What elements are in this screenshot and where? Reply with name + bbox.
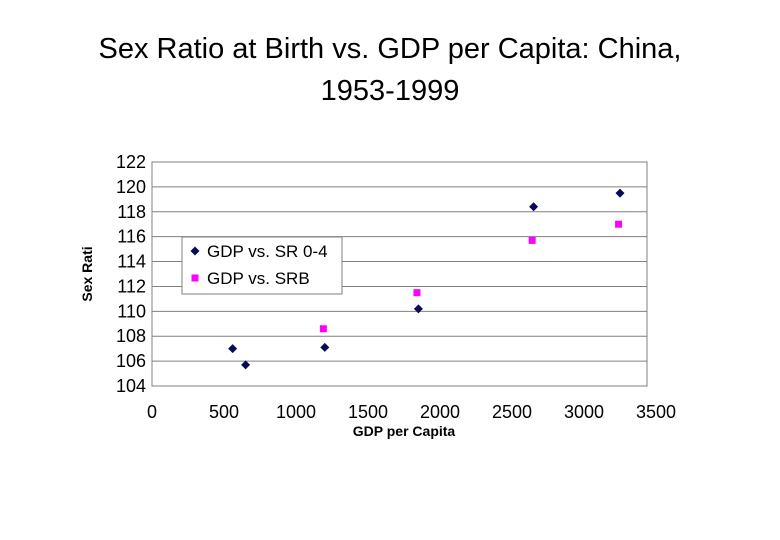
- x-tick-label: 1000: [276, 402, 316, 422]
- x-tick-label: 2500: [492, 402, 532, 422]
- page-title: Sex Ratio at Birth vs. GDP per Capita: C…: [0, 28, 780, 112]
- legend-marker-diamond: [190, 246, 200, 256]
- y-tick-label: 116: [117, 227, 146, 247]
- data-point-sr04: [413, 304, 423, 314]
- legend-label: GDP vs. SR 0-4: [207, 242, 328, 261]
- data-point-srb: [319, 325, 327, 333]
- y-tick-label: 108: [116, 326, 146, 346]
- y-tick-label: 110: [117, 301, 146, 321]
- data-point-srb: [413, 289, 421, 297]
- x-tick-label: 0: [147, 402, 157, 422]
- title-line-1: Sex Ratio at Birth vs. GDP per Capita: C…: [98, 33, 682, 65]
- y-tick-label: 114: [117, 252, 146, 272]
- y-tick-label: 122: [116, 152, 146, 172]
- x-tick-label: 2000: [420, 402, 460, 422]
- x-tick-label: 1500: [348, 402, 388, 422]
- x-tick-label: 3500: [636, 402, 676, 422]
- data-point-sr04: [529, 202, 539, 212]
- y-tick-label: 106: [116, 351, 146, 371]
- legend-box: [181, 236, 343, 295]
- x-tick-label: 3000: [564, 402, 604, 422]
- y-tick-label: 120: [116, 177, 146, 197]
- data-point-sr04: [241, 360, 251, 370]
- x-tick-label: 500: [209, 402, 239, 422]
- data-point-srb: [528, 236, 536, 244]
- y-tick-label: 118: [117, 202, 146, 222]
- y-tick-label: 104: [116, 376, 146, 396]
- legend-marker-square: [191, 274, 199, 282]
- data-point-srb: [615, 220, 623, 228]
- title-line-2: 1953-1999: [320, 75, 460, 107]
- data-point-sr04: [228, 344, 238, 354]
- y-axis-label: Sex Rati: [79, 246, 95, 301]
- legend-label: GDP vs. SRB: [207, 269, 310, 288]
- x-axis-label: GDP per Capita: [353, 423, 456, 439]
- y-tick-label: 112: [117, 276, 146, 296]
- data-point-sr04: [320, 342, 330, 352]
- data-point-sr04: [615, 188, 625, 198]
